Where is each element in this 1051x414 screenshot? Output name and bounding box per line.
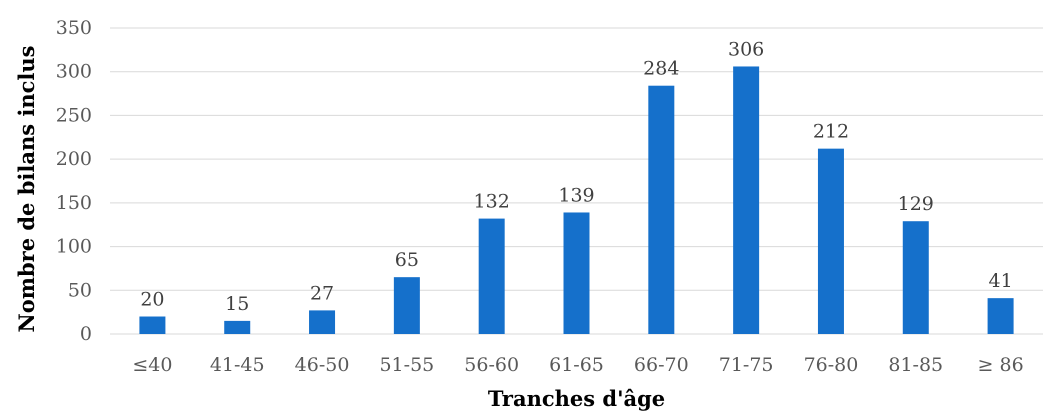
y-tick-label: 200 (56, 148, 92, 170)
x-axis-title: Tranches d'âge (488, 386, 665, 411)
data-label-4: 132 (474, 191, 510, 213)
bar-8 (817, 148, 844, 334)
y-tick-label: 350 (56, 17, 92, 39)
y-tick-label: 0 (80, 323, 92, 345)
data-label-0: 20 (140, 289, 164, 311)
x-tick-label-4: 56-60 (464, 354, 519, 376)
data-label-9: 129 (898, 193, 934, 215)
x-tick-label-3: 51-55 (379, 354, 434, 376)
data-label-2: 27 (310, 282, 334, 304)
data-label-1: 15 (225, 293, 249, 315)
x-tick-label-2: 46-50 (295, 354, 350, 376)
y-tick-label: 50 (68, 279, 92, 301)
x-tick-label-1: 41-45 (210, 354, 265, 376)
data-label-3: 65 (395, 249, 419, 271)
y-axis-title: Nombre de bilans inclus (14, 46, 39, 333)
bar-2 (309, 310, 336, 334)
bar-3 (393, 277, 420, 334)
bar-5 (563, 212, 590, 334)
data-label-8: 212 (813, 121, 849, 143)
bar-9 (902, 221, 929, 334)
x-tick-label-9: 81-85 (888, 354, 943, 376)
x-tick-label-10: ≥ 86 (978, 354, 1024, 376)
x-tick-label-6: 66-70 (634, 354, 689, 376)
y-tick-label: 250 (56, 104, 92, 126)
bar-4 (478, 218, 505, 334)
bar-1 (224, 320, 251, 334)
x-tick-label-8: 76-80 (804, 354, 859, 376)
bar-0 (139, 316, 166, 334)
bar-7 (733, 66, 760, 335)
bar-6 (648, 85, 675, 335)
y-tick-label: 100 (56, 236, 92, 258)
bars (139, 66, 1014, 335)
data-label-5: 139 (558, 184, 594, 206)
data-labels: 20 15 27 65 132 139 284 306 212 129 41 (140, 38, 1012, 314)
x-tick-label-7: 71-75 (719, 354, 774, 376)
data-label-6: 284 (643, 58, 679, 80)
data-label-7: 306 (728, 38, 764, 60)
y-tick-label: 150 (56, 192, 92, 214)
x-axis-ticks: ≤40 41-45 46-50 51-55 56-60 61-65 66-70 71-75 76… (132, 354, 1023, 376)
x-tick-label-0: ≤40 (132, 354, 172, 376)
y-axis-ticks: 0 50 100 150 200 250 300 350 (56, 17, 92, 345)
y-tick-label: 300 (56, 61, 92, 83)
data-label-10: 41 (988, 270, 1012, 292)
x-tick-label-5: 61-65 (549, 354, 604, 376)
bar-10 (987, 298, 1014, 334)
